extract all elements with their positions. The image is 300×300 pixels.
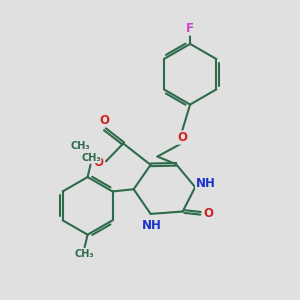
- Text: CH₃: CH₃: [70, 141, 90, 151]
- Text: O: O: [177, 131, 187, 144]
- Text: NH: NH: [142, 219, 161, 232]
- Text: CH₃: CH₃: [81, 153, 101, 163]
- Text: O: O: [204, 207, 214, 220]
- Text: O: O: [93, 156, 103, 169]
- Text: CH₃: CH₃: [74, 249, 94, 259]
- Text: O: O: [100, 114, 110, 127]
- Text: F: F: [186, 22, 194, 35]
- Text: NH: NH: [196, 177, 215, 190]
